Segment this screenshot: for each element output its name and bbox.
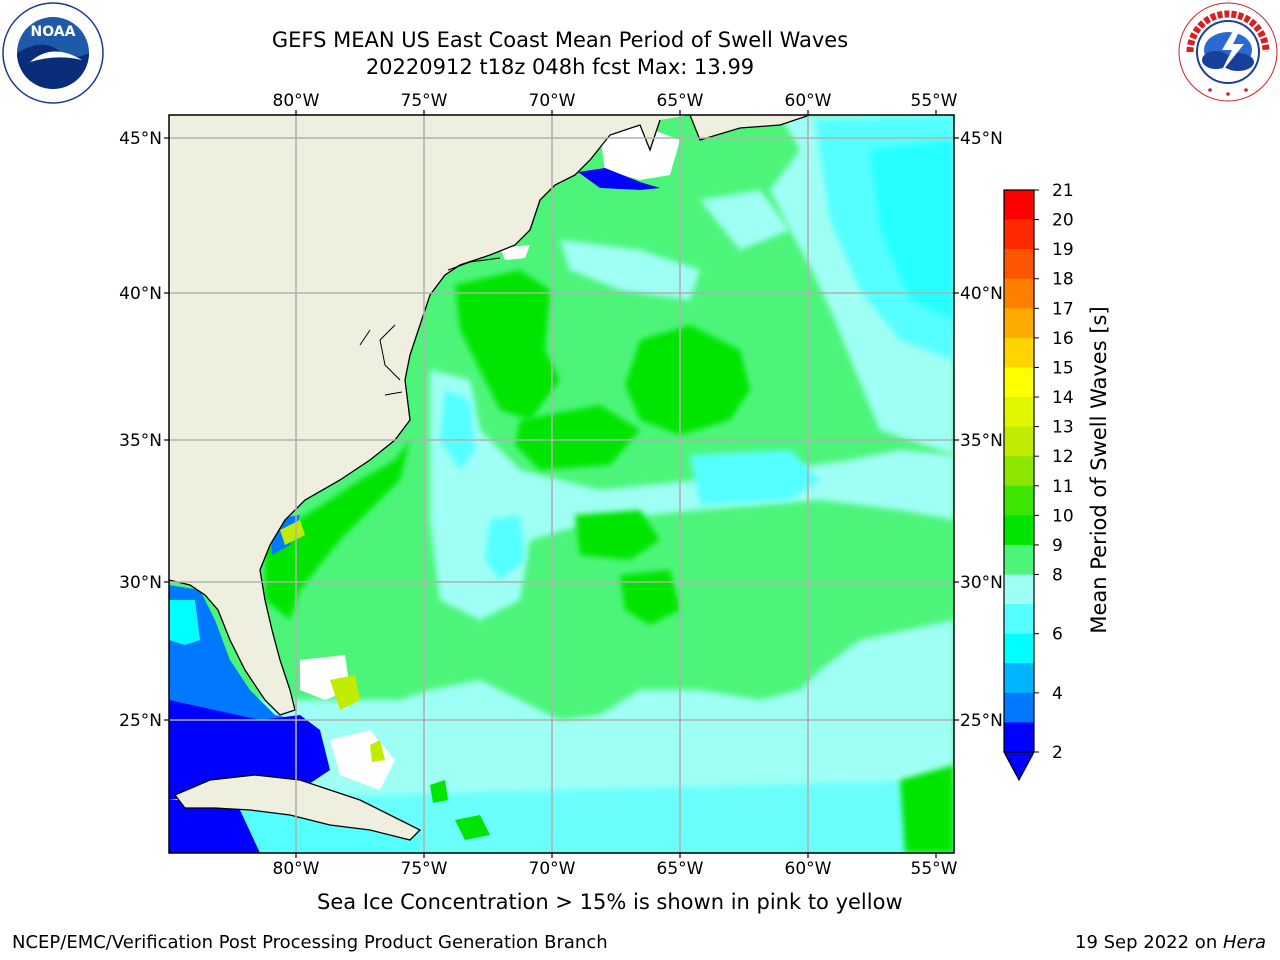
map-subtitle: 20220912 t18z 048h fcst Max: 13.99: [365, 55, 755, 79]
lon-label-top: 65°W: [657, 91, 704, 111]
colorbar-swatch: [1004, 190, 1034, 221]
colorbar-swatch: [1004, 515, 1034, 546]
colorbar-swatch: [1004, 219, 1034, 250]
lat-label-right: 45°N: [960, 129, 1003, 149]
colorbar-swatch: [1004, 485, 1034, 516]
colorbar-swatch: [1004, 249, 1034, 280]
colorbar-frame: [1003, 189, 1035, 753]
lat-label-left: 40°N: [119, 284, 162, 304]
lat-label-left: 45°N: [119, 129, 162, 149]
lon-label-top: 70°W: [529, 91, 576, 111]
lon-label-top: 80°W: [273, 91, 320, 111]
colorbar-swatch: [1004, 722, 1034, 753]
lon-label-bottom: 65°W: [657, 859, 704, 879]
colorbar-tick-label: 20: [1052, 211, 1074, 231]
nws-logo: [1178, 2, 1278, 102]
colorbar-tick-label: 19: [1052, 240, 1074, 260]
colorbar-tick-label: 10: [1052, 506, 1074, 526]
colorbar-tick-label: 8: [1052, 566, 1063, 586]
map-frame: [168, 114, 955, 854]
lon-label-top: 75°W: [401, 91, 448, 111]
colorbar-tick-label: 16: [1052, 329, 1074, 349]
lat-label-right: 25°N: [960, 711, 1003, 731]
lat-label-right: 30°N: [960, 573, 1003, 593]
lon-label-bottom: 75°W: [401, 859, 448, 879]
colorbar-tick-label: 17: [1052, 299, 1074, 319]
colorbar-tick-label: 9: [1052, 536, 1063, 556]
colorbar-swatch: [1004, 426, 1034, 457]
lon-label-bottom: 60°W: [785, 859, 832, 879]
colorbar-tick-label: 6: [1052, 625, 1063, 645]
lon-label-bottom: 80°W: [273, 859, 320, 879]
map-title: GEFS MEAN US East Coast Mean Period of S…: [271, 28, 849, 52]
colorbar-swatch: [1004, 574, 1034, 605]
graticule: [169, 115, 954, 853]
colorbar-swatch: [1004, 633, 1034, 664]
land-cuba: [175, 775, 420, 840]
colorbar-tick-label: 13: [1052, 418, 1074, 438]
map-field: [169, 115, 954, 853]
lon-label-bottom: 70°W: [529, 859, 576, 879]
lat-label-left: 30°N: [119, 573, 162, 593]
colorbar-label: Mean Period of Swell Waves [s]: [1087, 306, 1111, 633]
lat-label-right: 35°N: [960, 431, 1003, 451]
colorbar-tick-label: 15: [1052, 358, 1074, 378]
host-name: Hera: [1222, 932, 1266, 953]
colorbar-swatch: [1004, 308, 1034, 339]
colorbar-tick-label: 4: [1052, 684, 1063, 704]
colorbar-swatch: [1004, 278, 1034, 309]
colorbar-tick-label: 21: [1052, 181, 1074, 201]
lon-label-top: 55°W: [911, 91, 958, 111]
colorbar-tick-label: 11: [1052, 477, 1074, 497]
colorbar: 21 20 19 18 17 16 15 14 13 12 11 10 9 8 6 4 2: [1002, 181, 1074, 782]
colorbar-tick-label: 2: [1052, 743, 1063, 763]
colorbar-swatch: [1004, 397, 1034, 428]
colorbar-swatch: [1004, 604, 1034, 635]
colorbar-tick-label: 14: [1052, 388, 1074, 408]
lat-label-right: 40°N: [960, 284, 1003, 304]
colorbar-swatch: [1004, 456, 1034, 487]
lat-label-left: 35°N: [119, 431, 162, 451]
branch-credit: NCEP/EMC/Verification Post Processing Pr…: [12, 932, 608, 953]
lon-label-bottom: 55°W: [911, 859, 958, 879]
colorbar-tick-label: 18: [1052, 270, 1074, 290]
lat-label-left: 25°N: [119, 711, 162, 731]
colorbar-tick-label: 12: [1052, 447, 1074, 467]
colorbar-swatch: [1004, 337, 1034, 368]
date-text: 19 Sep 2022 on: [1075, 932, 1223, 953]
lon-label-top: 60°W: [785, 91, 832, 111]
colorbar-swatch: [1004, 544, 1034, 576]
colorbar-extend-arrow: [1002, 751, 1036, 782]
colorbar-swatch: [1004, 367, 1034, 398]
land-north-america: [169, 115, 810, 715]
generation-date: 19 Sep 2022 on Hera: [1075, 932, 1266, 953]
colorbar-swatch: [1004, 663, 1034, 694]
noaa-logo: NOAA: [2, 2, 104, 104]
sea-ice-note: Sea Ice Concentration > 15% is shown in …: [317, 890, 903, 914]
colorbar-swatch: [1004, 692, 1034, 723]
noaa-logo-text: NOAA: [31, 24, 76, 40]
